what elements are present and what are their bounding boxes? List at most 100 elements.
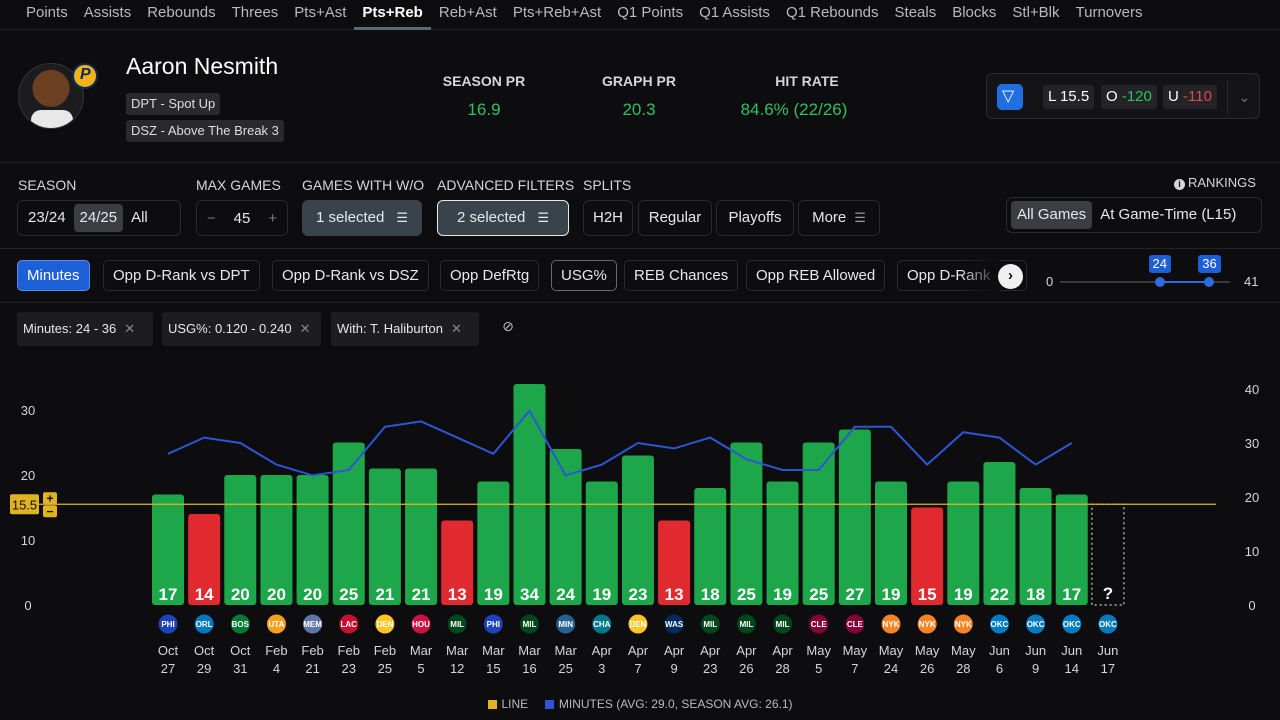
tab-pts-reb-ast[interactable]: Pts+Reb+Ast	[512, 4, 602, 21]
team-logo-icon	[265, 613, 287, 635]
bar-value-label: 17	[1062, 585, 1081, 604]
odds-over-chip[interactable]: O -120	[1101, 85, 1157, 109]
bar-value-label: 18	[1026, 585, 1045, 604]
tab-steals[interactable]: Steals	[894, 4, 937, 21]
x-tick-day: 29	[197, 661, 211, 676]
team-logo-icon	[1025, 613, 1047, 635]
active-filter-with[interactable]: With: T. Haliburton ✕	[331, 312, 479, 346]
tab-q1-rebounds[interactable]: Q1 Rebounds	[785, 4, 879, 21]
x-tick-day: 9	[1032, 661, 1039, 676]
y-tick-left: 20	[21, 468, 35, 483]
tab-pts-reb[interactable]: Pts+Reb	[354, 0, 431, 30]
bar-value-label: 19	[773, 585, 792, 604]
bar	[838, 429, 871, 605]
bar-value-label: 20	[303, 585, 322, 604]
games-with-wo-button[interactable]: 1 selected ☰	[302, 200, 422, 236]
y-tick-left: 30	[21, 403, 35, 418]
minutes-range-track[interactable]	[1060, 281, 1230, 283]
chevron-right-icon[interactable]: ›	[998, 264, 1023, 289]
advanced-filters-label: ADVANCED FILTERS	[437, 177, 575, 193]
odds-line-chip[interactable]: L 15.5	[1043, 85, 1095, 109]
split-playoffs-button[interactable]: Playoffs	[716, 200, 794, 236]
tab-blocks[interactable]: Blocks	[952, 4, 997, 21]
tab-q1-points[interactable]: Q1 Points	[617, 4, 684, 21]
tab-reb-ast[interactable]: Reb+Ast	[438, 4, 497, 21]
team-abbr: LAC	[341, 620, 358, 629]
tab-threes[interactable]: Threes	[231, 4, 279, 21]
metric-opp-reb-allowed[interactable]: Opp REB Allowed	[746, 260, 886, 291]
metric-minutes[interactable]: Minutes	[17, 260, 90, 291]
filter-lines-icon: ☰	[396, 210, 409, 225]
bar-value-label: 24	[556, 585, 575, 604]
team-abbr: MIN	[558, 620, 573, 629]
close-icon[interactable]: ✕	[124, 321, 136, 336]
team-abbr: CLE	[847, 620, 864, 629]
odds-under-chip[interactable]: U -110	[1163, 85, 1217, 109]
odds-selector[interactable]: L 15.5 O -120 U -110 ⌄	[986, 73, 1260, 119]
max-games-label: MAX GAMES	[196, 177, 281, 193]
active-filter-minutes[interactable]: Minutes: 24 - 36 ✕	[17, 312, 153, 346]
x-tick-day: 28	[956, 661, 970, 676]
tab-q1-assists[interactable]: Q1 Assists	[699, 4, 770, 21]
tab-turnovers[interactable]: Turnovers	[1075, 4, 1143, 21]
bar-value-label: 13	[448, 585, 467, 604]
x-tick-day: 31	[233, 661, 247, 676]
team-abbr: OKC	[1027, 620, 1045, 629]
clear-filters-icon[interactable]: ⊘	[502, 318, 514, 334]
bar-value-label: 17	[159, 585, 178, 604]
close-icon[interactable]: ✕	[299, 321, 311, 336]
bar	[549, 449, 582, 605]
y-tick-right: 0	[1248, 598, 1255, 613]
metric-opp-drank-dsz[interactable]: Opp D-Rank vs DSZ	[272, 260, 429, 291]
minus-icon[interactable]: −	[207, 209, 216, 227]
advanced-filters-button[interactable]: 2 selected ☰	[437, 200, 569, 236]
bar	[911, 507, 944, 605]
bar	[730, 442, 763, 605]
close-icon[interactable]: ✕	[450, 321, 462, 336]
team-logo-icon	[735, 613, 757, 635]
team-logo-icon	[591, 613, 613, 635]
bar	[188, 514, 221, 605]
split-regular-button[interactable]: Regular	[638, 200, 712, 236]
slider-min-label: 0	[1046, 274, 1054, 289]
odds-line-value: 15.5	[1059, 88, 1090, 105]
x-tick-day: 25	[378, 661, 392, 676]
season-option-2425[interactable]: 24/25	[73, 204, 124, 232]
metric-row: Minutes Opp D-Rank vs DPT Opp D-Rank vs …	[0, 248, 1280, 303]
metric-reb-chances[interactable]: REB Chances	[624, 260, 739, 291]
x-tick-month: Apr	[772, 643, 793, 658]
tab-pts-ast[interactable]: Pts+Ast	[294, 4, 347, 21]
chevron-down-icon[interactable]: ⌄	[1227, 80, 1261, 114]
odds-over-label: O	[1106, 88, 1118, 105]
split-more-button[interactable]: More ☰	[798, 200, 880, 236]
metric-opp-defrtg[interactable]: Opp DefRtg	[440, 260, 540, 291]
bar	[260, 475, 293, 605]
max-games-value[interactable]: 45	[233, 209, 251, 227]
plus-icon[interactable]: +	[268, 209, 277, 227]
x-tick-day: 24	[884, 661, 898, 676]
metric-usg[interactable]: USG%	[551, 260, 617, 291]
season-option-all[interactable]: All	[131, 209, 148, 226]
range-handle-low[interactable]	[1154, 277, 1165, 287]
split-h2h-button[interactable]: H2H	[583, 200, 633, 236]
team-abbr: MIL	[523, 620, 537, 629]
legend-line-label: LINE	[501, 697, 529, 711]
active-filter-usg[interactable]: USG%: 0.120 - 0.240 ✕	[162, 312, 321, 346]
tab-assists[interactable]: Assists	[83, 4, 132, 21]
range-handle-high[interactable]	[1204, 277, 1215, 287]
team-abbr: ORL	[196, 620, 213, 629]
hit-rate-label: HIT RATE	[775, 73, 839, 89]
tab-rebounds[interactable]: Rebounds	[147, 4, 216, 21]
rankings-at-game-time[interactable]: At Game-Time (L15)	[1100, 206, 1237, 223]
tab-stl-blk[interactable]: Stl+Blk	[1012, 4, 1060, 21]
metric-opp-drank-dpt[interactable]: Opp D-Rank vs DPT	[103, 260, 260, 291]
bar	[405, 468, 438, 605]
tab-points[interactable]: Points	[26, 4, 68, 21]
season-option-2324[interactable]: 23/24	[28, 209, 66, 226]
x-tick-day: 16	[522, 661, 536, 676]
odds-under-value: -110	[1183, 88, 1212, 105]
bar	[621, 455, 654, 605]
x-tick-day: 28	[775, 661, 789, 676]
rankings-all-games[interactable]: All Games	[1011, 201, 1093, 229]
bar-value-label: 15	[918, 585, 937, 604]
